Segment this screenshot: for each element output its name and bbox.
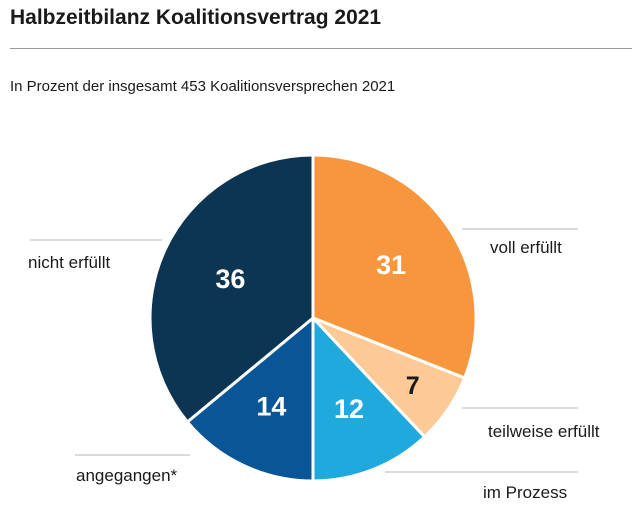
slice-category-label: im Prozess	[483, 483, 567, 502]
slice-category-label: voll erfüllt	[490, 238, 562, 257]
title-divider	[10, 48, 632, 49]
slice-value-labels: 31 7 12 14 36	[215, 250, 419, 424]
slice-category-label: teilweise erfüllt	[488, 422, 600, 441]
chart-subtitle: In Prozent der insgesamt 453 Koalitionsv…	[10, 78, 396, 95]
pie-slices	[148, 153, 478, 483]
pie-slice-im-prozess	[311, 316, 427, 483]
slice-category-label: angegangen*	[76, 466, 178, 485]
pie-slice-voll-erf-llt	[311, 153, 478, 380]
slice-value-label: 12	[334, 394, 364, 424]
slice-callouts: voll erfüllt teilweise erfüllt im Prozess a…	[28, 228, 600, 502]
pie-slice-nicht-erf-llt	[148, 153, 315, 424]
slice-value-label: 14	[256, 391, 286, 421]
chart-title: Halbzeitbilanz Koalitionsvertrag 2021	[10, 6, 382, 29]
slice-value-label: 36	[215, 264, 245, 294]
pie-slice-angegangen	[185, 316, 315, 483]
slice-category-label: nicht erfüllt	[28, 253, 110, 272]
slice-value-label: 7	[406, 372, 420, 400]
slice-value-label: 31	[376, 250, 406, 280]
slice-separator-dashed	[312, 316, 466, 380]
